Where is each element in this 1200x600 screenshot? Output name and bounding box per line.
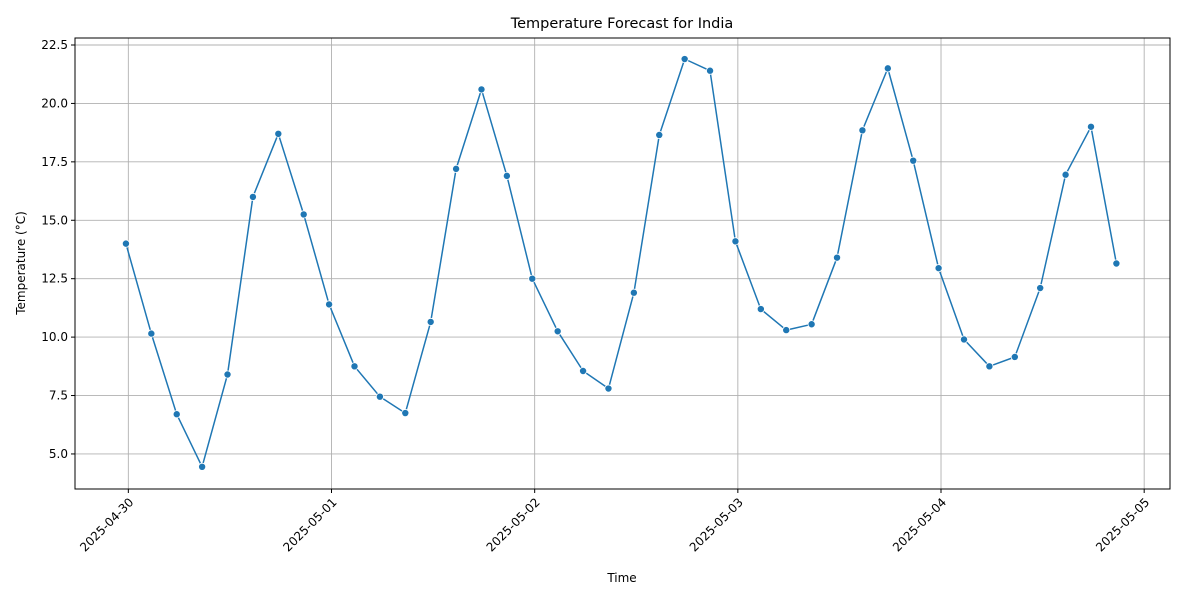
plot-frame bbox=[74, 37, 1171, 490]
data-point bbox=[299, 210, 308, 219]
data-point bbox=[528, 274, 537, 283]
data-point bbox=[223, 370, 232, 379]
data-point bbox=[172, 410, 181, 419]
y-tick-label: 12.5 bbox=[41, 272, 68, 286]
data-point bbox=[909, 156, 918, 165]
data-point bbox=[248, 192, 257, 201]
x-tick-label: 2025-05-03 bbox=[687, 495, 746, 554]
data-point bbox=[756, 305, 765, 314]
y-tick-label: 10.0 bbox=[41, 330, 68, 344]
data-point bbox=[502, 171, 511, 180]
data-point bbox=[452, 164, 461, 173]
x-axis-label: Time bbox=[606, 571, 636, 585]
data-point bbox=[629, 288, 638, 297]
data-point bbox=[858, 126, 867, 135]
y-tick-label: 20.0 bbox=[41, 96, 68, 110]
data-point bbox=[477, 85, 486, 94]
data-point bbox=[1036, 284, 1045, 293]
data-point bbox=[731, 237, 740, 246]
y-tick-label: 22.5 bbox=[41, 38, 68, 52]
data-point bbox=[833, 253, 842, 262]
grid bbox=[75, 38, 1170, 489]
x-tick-label: 2025-04-30 bbox=[77, 495, 136, 554]
series-layer bbox=[121, 55, 1121, 471]
series-line bbox=[125, 58, 1118, 468]
data-point bbox=[807, 320, 816, 329]
y-tick-label: 5.0 bbox=[49, 447, 68, 461]
chart-title: Temperature Forecast for India bbox=[510, 16, 734, 32]
data-point bbox=[579, 366, 588, 375]
data-point bbox=[604, 384, 613, 393]
data-point bbox=[1010, 352, 1019, 361]
data-point bbox=[1112, 259, 1121, 268]
data-point bbox=[325, 300, 334, 309]
data-point bbox=[782, 326, 791, 335]
data-point bbox=[985, 362, 994, 371]
data-point bbox=[706, 66, 715, 75]
data-point bbox=[680, 55, 689, 64]
data-point bbox=[147, 329, 156, 338]
data-point bbox=[883, 64, 892, 73]
data-point bbox=[401, 409, 410, 418]
data-point bbox=[1061, 170, 1070, 179]
y-tick-label: 17.5 bbox=[41, 155, 68, 169]
data-point bbox=[1086, 122, 1095, 131]
x-tick-label: 2025-05-05 bbox=[1093, 495, 1152, 554]
data-point bbox=[350, 362, 359, 371]
data-point bbox=[960, 335, 969, 344]
x-tick-label: 2025-05-01 bbox=[280, 495, 339, 554]
x-axis: 2025-04-30 2025-05-01 2025-05-02 2025-05-03… bbox=[77, 489, 1152, 554]
data-point bbox=[934, 264, 943, 273]
data-point bbox=[375, 392, 384, 401]
data-point bbox=[655, 130, 664, 139]
y-axis-label: Temperature (°C) bbox=[14, 211, 28, 316]
x-tick-label: 2025-05-02 bbox=[484, 495, 543, 554]
data-point bbox=[274, 129, 283, 138]
data-point bbox=[198, 462, 207, 471]
data-point bbox=[553, 327, 562, 336]
data-point bbox=[426, 317, 435, 326]
y-tick-label: 15.0 bbox=[41, 213, 68, 227]
data-point bbox=[121, 239, 130, 248]
y-tick-label: 7.5 bbox=[49, 389, 68, 403]
x-tick-label: 2025-05-04 bbox=[890, 495, 949, 554]
y-axis: 5.0 7.5 10.0 12.5 15.0 17.5 20.0 22.5 bbox=[41, 38, 75, 461]
